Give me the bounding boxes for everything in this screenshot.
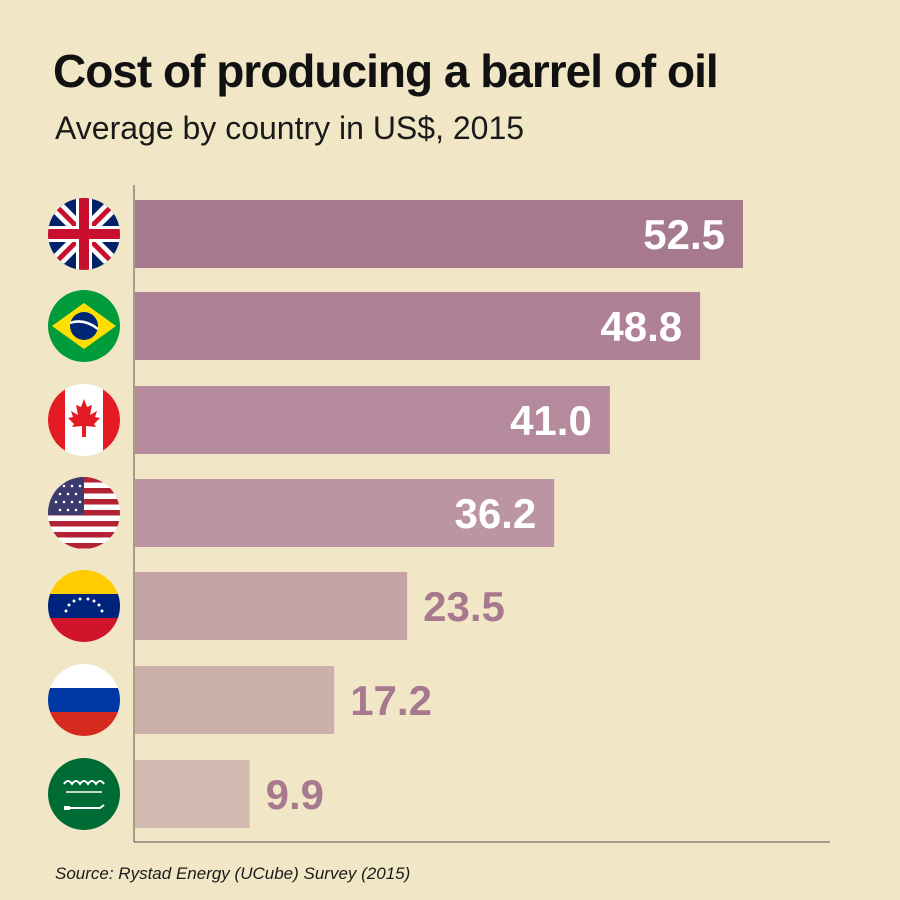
bar-venezuela [135,572,408,640]
bar-saudi-arabia [135,760,250,828]
uk-flag-icon [48,198,120,270]
value-label-united-kingdom: 52.5 [643,211,725,258]
bar-united-states [135,479,555,547]
value-label-russia: 17.2 [350,677,432,724]
value-label-united-states: 36.2 [454,490,536,537]
saudi-arabia-flag-icon [48,758,120,830]
bar-united-kingdom [135,200,743,268]
brazil-flag-icon [48,290,120,362]
bar-brazil [135,292,701,360]
bar-russia [135,666,335,734]
value-label-brazil: 48.8 [600,303,682,350]
source-note: Source: Rystad Energy (UCube) Survey (20… [55,864,411,883]
value-label-venezuela: 23.5 [423,583,505,630]
usa-flag-icon [48,477,120,549]
value-label-saudi-arabia: 9.9 [266,771,324,818]
chart-title: Cost of producing a barrel of oil [53,45,719,97]
venezuela-flag-icon [48,570,120,642]
chart-subtitle: Average by country in US$, 2015 [55,110,525,146]
value-labels-group: 52.5 48.841.0 36.2 23.5 17.2 9.9 [266,211,725,818]
value-label-canada: 41.0 [510,397,592,444]
bar-canada [135,386,610,454]
bars-group [135,200,743,828]
canada-flag-icon [48,384,120,456]
russia-flag-icon [48,664,120,736]
